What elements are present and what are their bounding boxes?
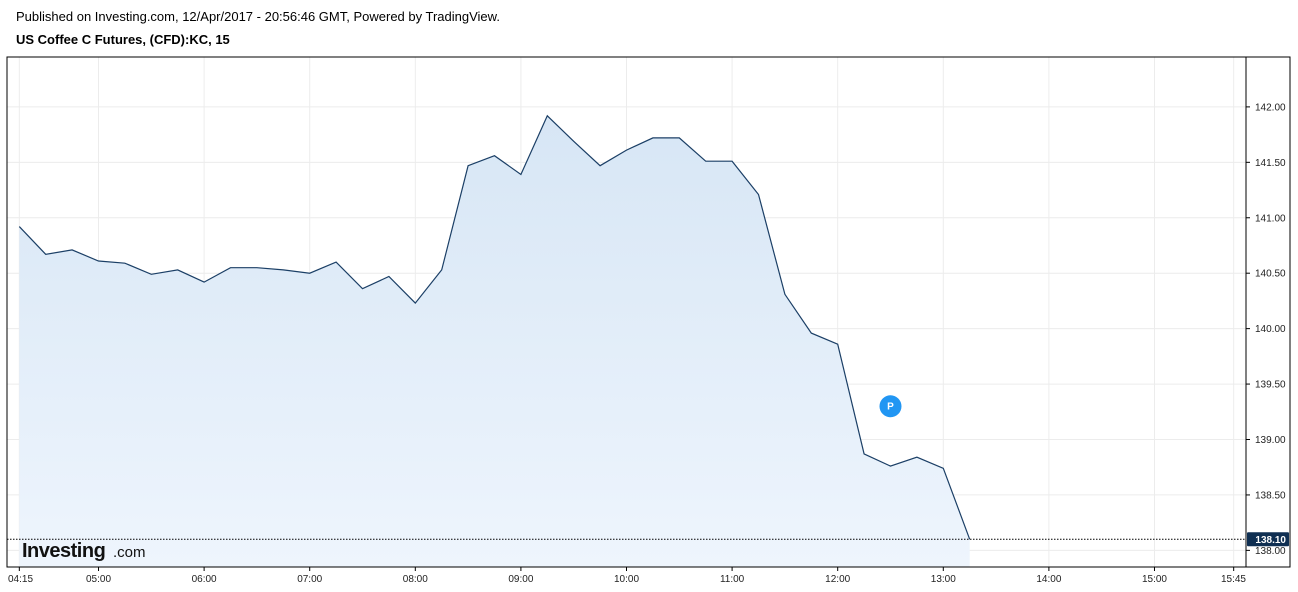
x-tick-label: 08:00 xyxy=(403,574,428,585)
y-tick-label: 140.50 xyxy=(1255,269,1286,280)
y-tick-label: 141.50 xyxy=(1255,158,1286,169)
y-tick-label: 138.50 xyxy=(1255,490,1286,501)
x-tick-label: 15:00 xyxy=(1142,574,1167,585)
y-tick-label: 139.50 xyxy=(1255,380,1286,391)
chart-symbol-title: US Coffee C Futures, (CFD):KC, 15 xyxy=(16,32,230,47)
x-tick-label: 06:00 xyxy=(192,574,217,585)
published-note: Published on Investing.com, 12/Apr/2017 … xyxy=(16,9,500,24)
x-tick-label: 12:00 xyxy=(825,574,850,585)
y-tick-label: 141.00 xyxy=(1255,213,1286,224)
price-area-fill xyxy=(19,115,970,568)
x-tick-label: 13:00 xyxy=(931,574,956,585)
price-line[interactable] xyxy=(18,114,971,540)
plot-frame xyxy=(6,56,1291,568)
y-tick-label: 142.00 xyxy=(1255,102,1286,113)
y-tick-label: 140.00 xyxy=(1255,324,1286,335)
x-tick-label: 09:00 xyxy=(508,574,533,585)
y-tick-label: 138.00 xyxy=(1255,546,1286,557)
x-tick-label: 14:00 xyxy=(1036,574,1061,585)
x-tick-label: 11:00 xyxy=(720,574,745,585)
logo-main: Investing xyxy=(22,540,105,562)
logo-suffix: .com xyxy=(113,544,146,561)
y-tick-label: 139.00 xyxy=(1255,435,1286,446)
marker-circle-icon[interactable] xyxy=(879,395,902,418)
marker-p[interactable]: P xyxy=(879,395,902,418)
x-tick-label: 10:00 xyxy=(614,574,639,585)
last-price-label: 138.10 xyxy=(1255,535,1286,546)
x-tick-label: 07:00 xyxy=(297,574,322,585)
last-price-badge: 138.10 xyxy=(1247,532,1289,547)
marker-label: P xyxy=(887,402,894,413)
x-tick-label: 15:45 xyxy=(1221,574,1246,585)
time-axis: 04:15 05:00 06:00 07:00 08:00 09:00 10:00 11:00… xyxy=(8,567,1246,585)
x-tick-label: 04:15 xyxy=(8,574,33,585)
investing-logo: Investing .com xyxy=(22,540,146,562)
price-axis: 142.00 141.50 141.00 140.50 140.00 139.50 139.… xyxy=(1246,102,1286,557)
x-tick-label: 05:00 xyxy=(86,574,111,585)
